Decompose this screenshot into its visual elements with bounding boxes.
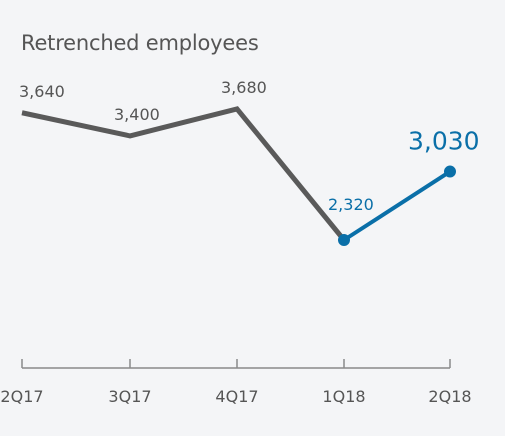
x-tick-label: 2Q18 [428,387,471,406]
series-lines [21,106,452,242]
data-labels: 3,640 3,400 3,680 2,320 3,030 [19,78,480,214]
data-label: 3,030 [408,127,480,156]
data-label: 3,640 [19,82,65,101]
series-line-highlight [342,169,452,242]
data-label: 3,400 [114,105,160,124]
x-tick-label: 1Q18 [322,387,365,406]
x-tick-label: 2Q17 [0,387,43,406]
series-line-base [21,106,346,242]
data-point [338,234,350,246]
data-point [444,165,456,178]
data-label: 2,320 [328,195,374,214]
x-tick-label: 3Q17 [108,387,151,406]
chart-title: Retrenched employees [21,31,259,55]
x-tick-label: 4Q17 [215,387,258,406]
data-label: 3,680 [221,78,267,97]
x-axis: 2Q17 3Q17 4Q17 1Q18 2Q18 [0,359,472,406]
series-points [338,165,456,246]
